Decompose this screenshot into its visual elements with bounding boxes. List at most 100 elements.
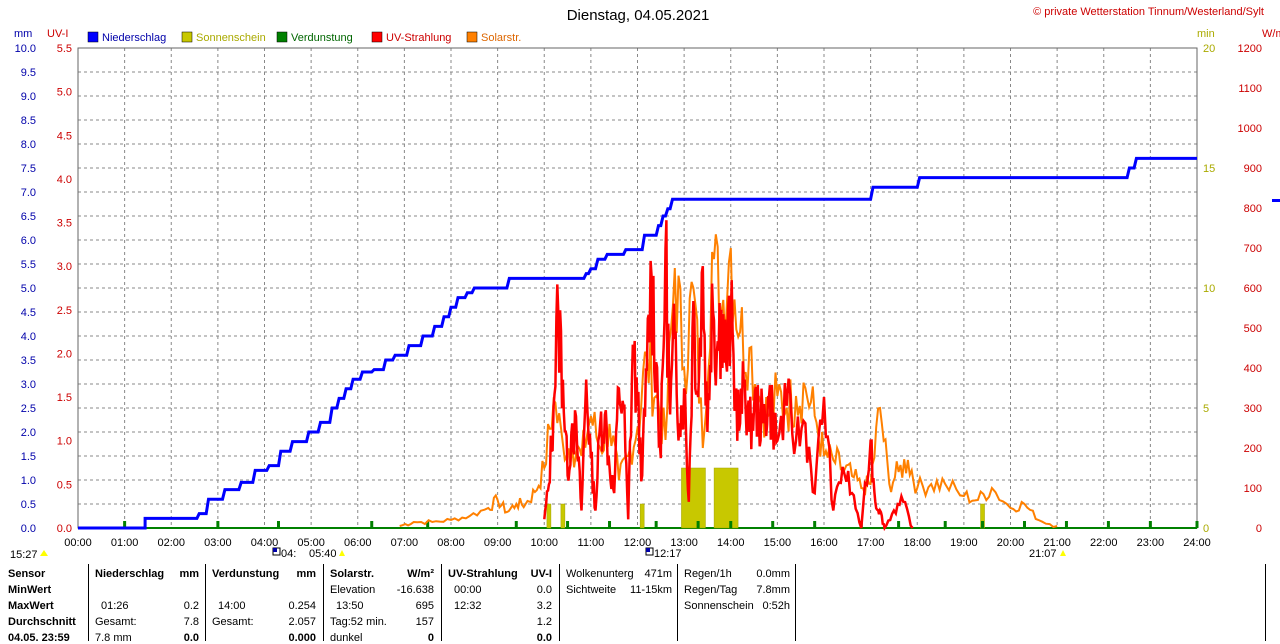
sunshine-bar <box>546 503 552 529</box>
tick-label-mm: 8.0 <box>21 139 36 151</box>
tick-label-x: 14:00 <box>717 537 745 549</box>
tick-label-x: 00:00 <box>64 537 92 549</box>
sunset-triangle <box>1060 550 1066 556</box>
uv-unit: UV-I <box>530 568 552 580</box>
tick-label-uv: 4.5 <box>57 130 72 142</box>
sunset-time: 21:07 <box>1029 548 1057 560</box>
evap-header: Verdunstung <box>212 568 280 580</box>
right-axes: 0510152001002003004005006007008009001000… <box>1203 43 1262 535</box>
evaporation-mark <box>729 521 733 528</box>
stats-table: Sensor MinWert MaxWert Durchschnitt 04.0… <box>0 562 1280 644</box>
tick-label-wm2: 400 <box>1244 363 1262 375</box>
tick-label-x: 21:00 <box>1043 537 1071 549</box>
tick-label-mm: 1.5 <box>21 451 36 463</box>
tick-label-x: 03:00 <box>204 537 232 549</box>
tick-label-uv: 4.0 <box>57 174 72 186</box>
legend-label: Sonnenschein <box>196 32 266 44</box>
evaporation-mark <box>608 521 612 528</box>
axis-unit-wm2: W/m² <box>1262 28 1280 40</box>
uv-series-line <box>543 220 914 532</box>
misc2-c-val: 0:52h <box>762 600 790 612</box>
tick-label-uv: 3.5 <box>57 218 72 230</box>
sunshine-bar <box>639 503 645 529</box>
legend: Niederschlag Sonnenschein Verdunstung UV-St… <box>87 31 521 44</box>
uv-r2-val: 3.2 <box>536 600 552 612</box>
tick-label-x: 05:00 <box>297 537 325 549</box>
rain-max-val: 0.2 <box>183 600 199 612</box>
tick-label-mm: 8.5 <box>21 115 36 127</box>
misc2-b-val: 7.8mm <box>756 584 790 596</box>
tick-label-mm: 2.0 <box>21 427 36 439</box>
tick-label-wm2: 1200 <box>1238 43 1262 55</box>
misc2-c-label: Sonnenschein <box>684 600 754 612</box>
rain-last-num: 0.0 <box>183 632 199 644</box>
evaporation-mark <box>370 521 374 528</box>
tick-label-mm: 4.5 <box>21 307 36 319</box>
evaporation-mark <box>943 521 947 528</box>
misc2-a-val: 0.0mm <box>756 568 790 580</box>
tick-label-wm2: 300 <box>1244 403 1262 415</box>
misc1-b-val: 11-15km <box>630 584 672 596</box>
misc1-a-val: 471m <box>644 568 672 580</box>
marker-left-triangle <box>40 550 48 556</box>
tick-label-wm2: 700 <box>1244 243 1262 255</box>
tick-label-x: 09:00 <box>484 537 512 549</box>
evaporation-mark <box>216 521 220 528</box>
tick-label-uv: 5.5 <box>57 43 72 55</box>
x-axis: 00:00 01:00 02:00 03:00 04:00 05:00 06:00 07:00… <box>64 537 1211 549</box>
evaporation-mark <box>696 521 700 528</box>
evaporation-mark <box>1064 521 1068 528</box>
tick-label-uv: 3.0 <box>57 261 72 273</box>
legend-label: Niederschlag <box>102 32 166 44</box>
sunrise-time-a: 04: <box>281 548 296 560</box>
tick-label-wm2: 600 <box>1244 283 1262 295</box>
row-label-date: 04.05. 23:59 <box>8 632 70 644</box>
copyright-text: © private Wetterstation Tinnum/Westerlan… <box>1033 6 1264 18</box>
tick-label-wm2: 0 <box>1256 523 1262 535</box>
evaporation-mark <box>426 521 430 528</box>
row-label-max: MaxWert <box>8 600 54 612</box>
tick-label-mm: 6.5 <box>21 211 36 223</box>
legend-label: UV-Strahlung <box>386 32 451 44</box>
tick-label-x: 23:00 <box>1137 537 1165 549</box>
axis-unit-uv: UV-I <box>47 28 68 40</box>
misc2-a-label: Regen/1h <box>684 568 732 580</box>
solar-header: Solarstr. <box>330 568 375 580</box>
tick-label-mm: 2.5 <box>21 403 36 415</box>
solar-r4-label: dunkel <box>330 632 363 644</box>
tick-label-x: 22:00 <box>1090 537 1118 549</box>
solar-r2-val: 695 <box>415 600 434 612</box>
sunshine-bar <box>560 503 566 529</box>
evaporation-mark <box>123 521 127 528</box>
evaporation-mark <box>654 521 658 528</box>
tick-label-mm: 5.0 <box>21 283 36 295</box>
tick-label-x: 12:00 <box>624 537 652 549</box>
tick-label-mm: 0.0 <box>21 523 36 535</box>
uv-r1-val: 0.0 <box>536 584 552 596</box>
tick-label-x: 10:00 <box>530 537 558 549</box>
legend-swatch <box>87 31 99 43</box>
tick-label-mm: 9.5 <box>21 67 36 79</box>
tick-label-mm: 9.0 <box>21 91 36 103</box>
solar-r3-val: 157 <box>415 616 434 628</box>
evaporation-mark <box>897 521 901 528</box>
legend-swatch <box>371 31 383 43</box>
evap-last-num: 0.000 <box>288 632 316 644</box>
solar-r4-val: 0 <box>427 632 434 644</box>
row-label-min: MinWert <box>8 584 52 596</box>
tick-label-uv: 1.5 <box>57 392 72 404</box>
misc2-b-label: Regen/Tag <box>684 584 738 596</box>
legend-swatch <box>466 31 478 43</box>
evap-max-val: 0.254 <box>288 600 316 612</box>
uv-r1-time: 00:00 <box>454 584 482 596</box>
tick-label-x: 02:00 <box>157 537 185 549</box>
evap-max-time: 14:00 <box>218 600 246 612</box>
tick-label-uv: 0.0 <box>57 523 72 535</box>
sunrise-triangle <box>339 550 345 556</box>
row-label-avg: Durchschnitt <box>8 616 76 628</box>
table-col-misc2: Regen/1h 0.0mm Regen/Tag 7.8mm Sonnensch… <box>684 562 792 641</box>
solar-r2-time: 13:50 <box>336 600 364 612</box>
tick-label-min: 0 <box>1203 523 1209 535</box>
evaporation-mark <box>566 521 570 528</box>
tick-label-uv: 2.0 <box>57 348 72 360</box>
